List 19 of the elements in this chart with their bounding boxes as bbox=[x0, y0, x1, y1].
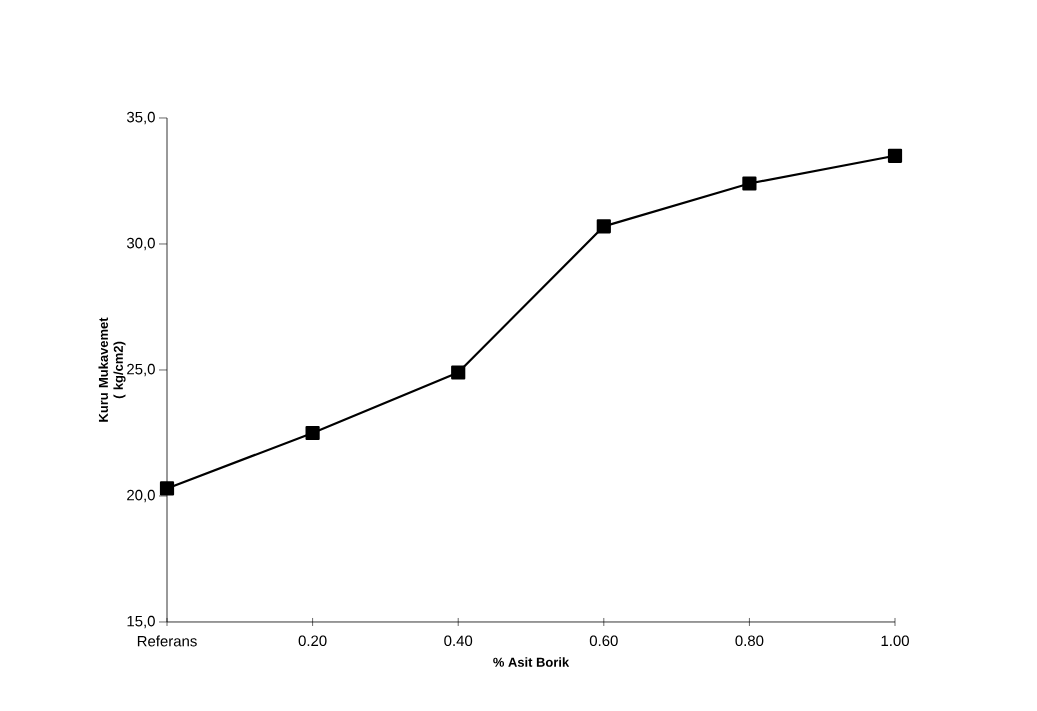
y-tick-label: 30,0 bbox=[126, 237, 155, 251]
y-tick-label: 35,0 bbox=[126, 111, 155, 125]
point bbox=[887, 148, 903, 163]
x-tick-label: Referans bbox=[137, 635, 197, 647]
x-axis-title: % Asit Borik bbox=[493, 657, 570, 667]
y-tick-label: 25,0 bbox=[127, 363, 155, 377]
y-axis-title: Kuru Mukavemet ( kg/cm2) bbox=[98, 317, 126, 422]
point bbox=[596, 219, 611, 234]
point bbox=[451, 365, 466, 380]
x-tick-label: 0.40 bbox=[444, 635, 473, 647]
x-tick-label: 1.00 bbox=[881, 635, 909, 647]
point bbox=[305, 425, 320, 441]
x-tick-label: 0.60 bbox=[589, 635, 618, 647]
x-tick-label: 0.80 bbox=[735, 635, 764, 647]
point bbox=[742, 176, 757, 191]
y-tick-label: 15,0 bbox=[127, 615, 155, 629]
x-tick-label: 0.20 bbox=[298, 635, 327, 647]
y-tick-label: 20,0 bbox=[127, 489, 155, 503]
point bbox=[159, 481, 175, 496]
